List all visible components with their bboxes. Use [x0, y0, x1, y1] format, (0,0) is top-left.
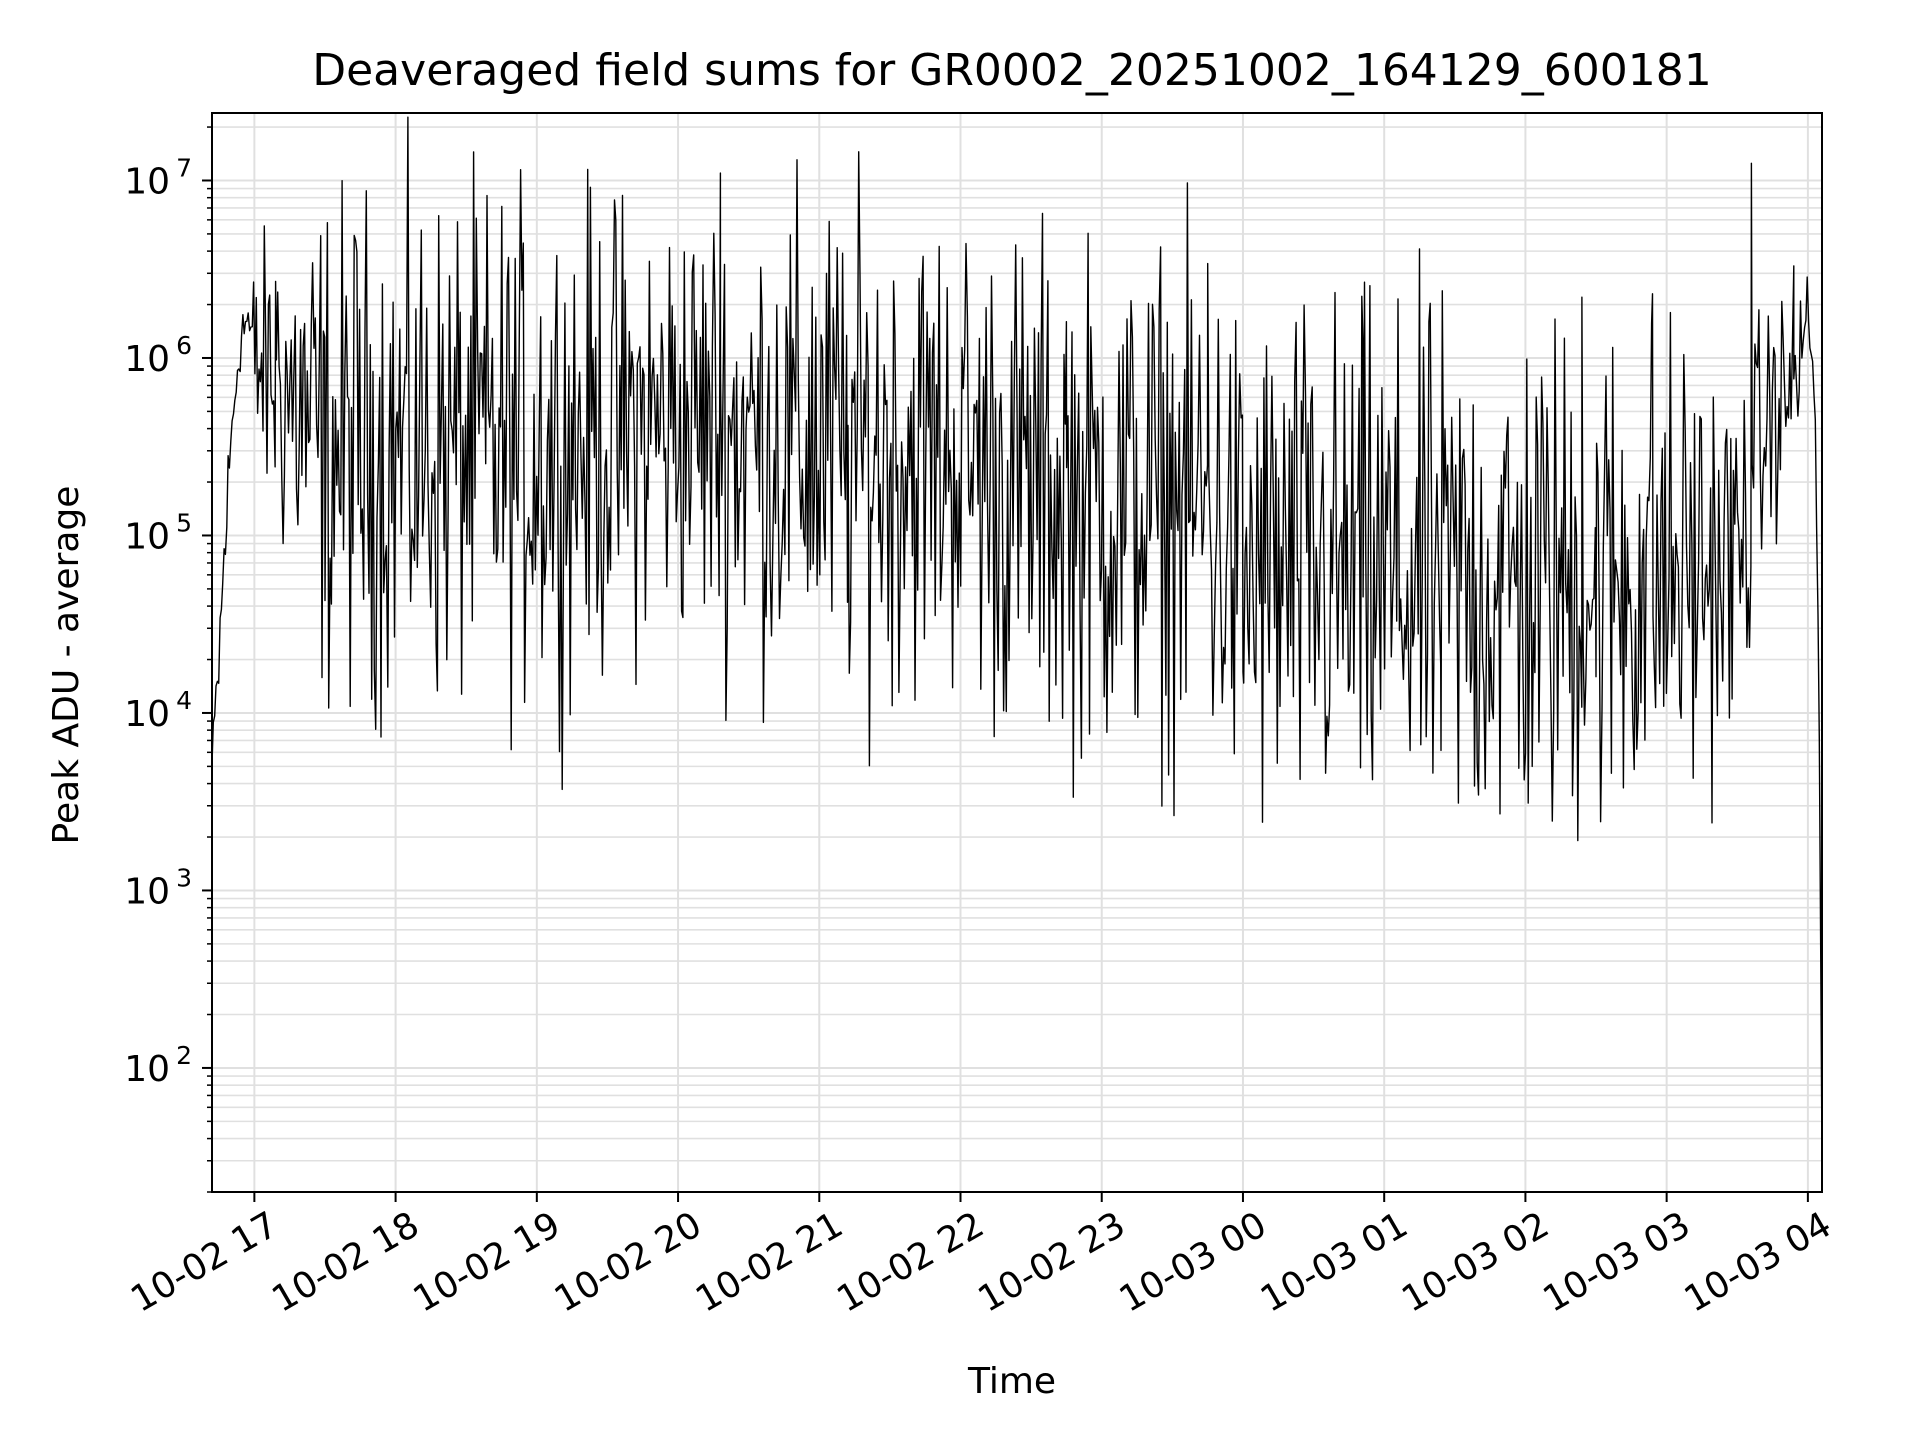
y-tick-exponent: 5 [176, 508, 192, 537]
y-tick-label: 10 [124, 339, 170, 380]
y-tick-exponent: 6 [176, 331, 192, 360]
y-tick-label: 10 [124, 1049, 170, 1090]
y-tick-label: 10 [124, 516, 170, 557]
y-tick-exponent: 3 [176, 863, 192, 892]
y-tick-label: 10 [124, 871, 170, 912]
y-tick-label: 10 [124, 161, 170, 202]
x-axis-label: Time [967, 1361, 1056, 1402]
y-tick-exponent: 2 [176, 1041, 192, 1070]
y-tick-exponent: 7 [176, 153, 192, 182]
y-tick-label: 10 [124, 694, 170, 735]
plot-area-frame [211, 112, 1823, 1193]
series-line [211, 116, 1823, 1161]
data-series [211, 116, 1823, 1161]
y-tick-exponent: 4 [176, 686, 192, 715]
y-axis-label: Peak ADU - average [46, 486, 87, 845]
chart-title: Deaveraged field sums for GR0002_2025100… [312, 45, 1712, 96]
